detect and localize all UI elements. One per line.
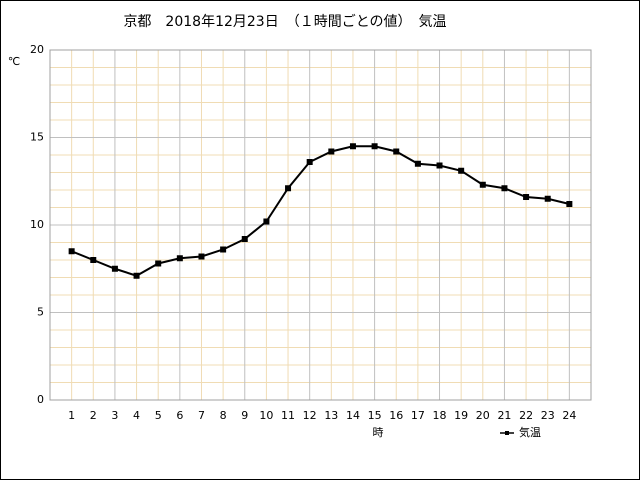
y-tick-label: 15 — [30, 131, 44, 144]
x-tick-label: 16 — [389, 409, 403, 422]
data-line — [71, 145, 570, 277]
x-tick-label: 1 — [68, 409, 75, 422]
x-tick-label: 4 — [133, 409, 140, 422]
x-tick-label: 3 — [111, 409, 118, 422]
x-tick-label: 24 — [562, 409, 576, 422]
x-tick-label: 13 — [324, 409, 338, 422]
x-tick-label: 7 — [198, 409, 205, 422]
x-tick-label: 14 — [346, 409, 360, 422]
data-point — [306, 159, 313, 165]
legend-marker — [505, 431, 509, 435]
data-point — [566, 201, 573, 207]
x-tick-label: 17 — [411, 409, 425, 422]
y-tick-label: 5 — [37, 306, 44, 319]
y-tick-label: 10 — [30, 218, 44, 231]
data-point — [111, 265, 118, 272]
data-point — [220, 246, 227, 253]
data-point — [458, 167, 465, 174]
data-point — [263, 218, 270, 225]
x-tick-label: 6 — [176, 409, 183, 422]
x-tick-label: 5 — [155, 409, 162, 422]
data-point — [198, 253, 205, 260]
data-point — [176, 255, 183, 262]
data-point — [155, 260, 162, 267]
chart-title: 京都 2018年12月23日 （１時間ごとの値） 気温 — [123, 14, 446, 30]
data-point — [501, 185, 508, 192]
data-point — [349, 143, 356, 150]
x-tick-label: 8 — [220, 409, 227, 422]
x-tick-label: 22 — [519, 409, 533, 422]
x-tick-label: 10 — [259, 409, 273, 422]
data-point — [133, 272, 140, 279]
x-tick-label: 19 — [454, 409, 468, 422]
x-tick-label: 15 — [368, 409, 382, 422]
data-point — [285, 185, 292, 192]
x-tick-label: 18 — [433, 409, 447, 422]
x-tick-label: 23 — [541, 409, 555, 422]
x-tick-label: 11 — [281, 409, 295, 422]
y-tick-label: 0 — [37, 393, 44, 406]
plot-border — [49, 49, 592, 401]
x-tick-label: 12 — [303, 409, 317, 422]
x-axis-label: 時 — [373, 426, 384, 439]
data-point — [371, 143, 378, 150]
data-point — [328, 148, 335, 155]
x-tick-label: 20 — [476, 409, 490, 422]
data-point — [479, 181, 486, 188]
y-unit: ℃ — [8, 55, 20, 68]
data-point — [436, 162, 443, 169]
data-point — [414, 160, 421, 167]
x-tick-label: 21 — [497, 409, 511, 422]
data-point — [523, 194, 530, 200]
data-point — [393, 148, 400, 155]
data-point — [90, 257, 97, 263]
data-point — [544, 195, 551, 202]
x-tick-label: 2 — [90, 409, 97, 422]
y-tick-label: 20 — [30, 43, 44, 56]
data-point — [68, 248, 75, 255]
legend-label: 気温 — [519, 425, 541, 439]
x-tick-label: 9 — [241, 409, 248, 422]
data-point — [241, 236, 248, 242]
